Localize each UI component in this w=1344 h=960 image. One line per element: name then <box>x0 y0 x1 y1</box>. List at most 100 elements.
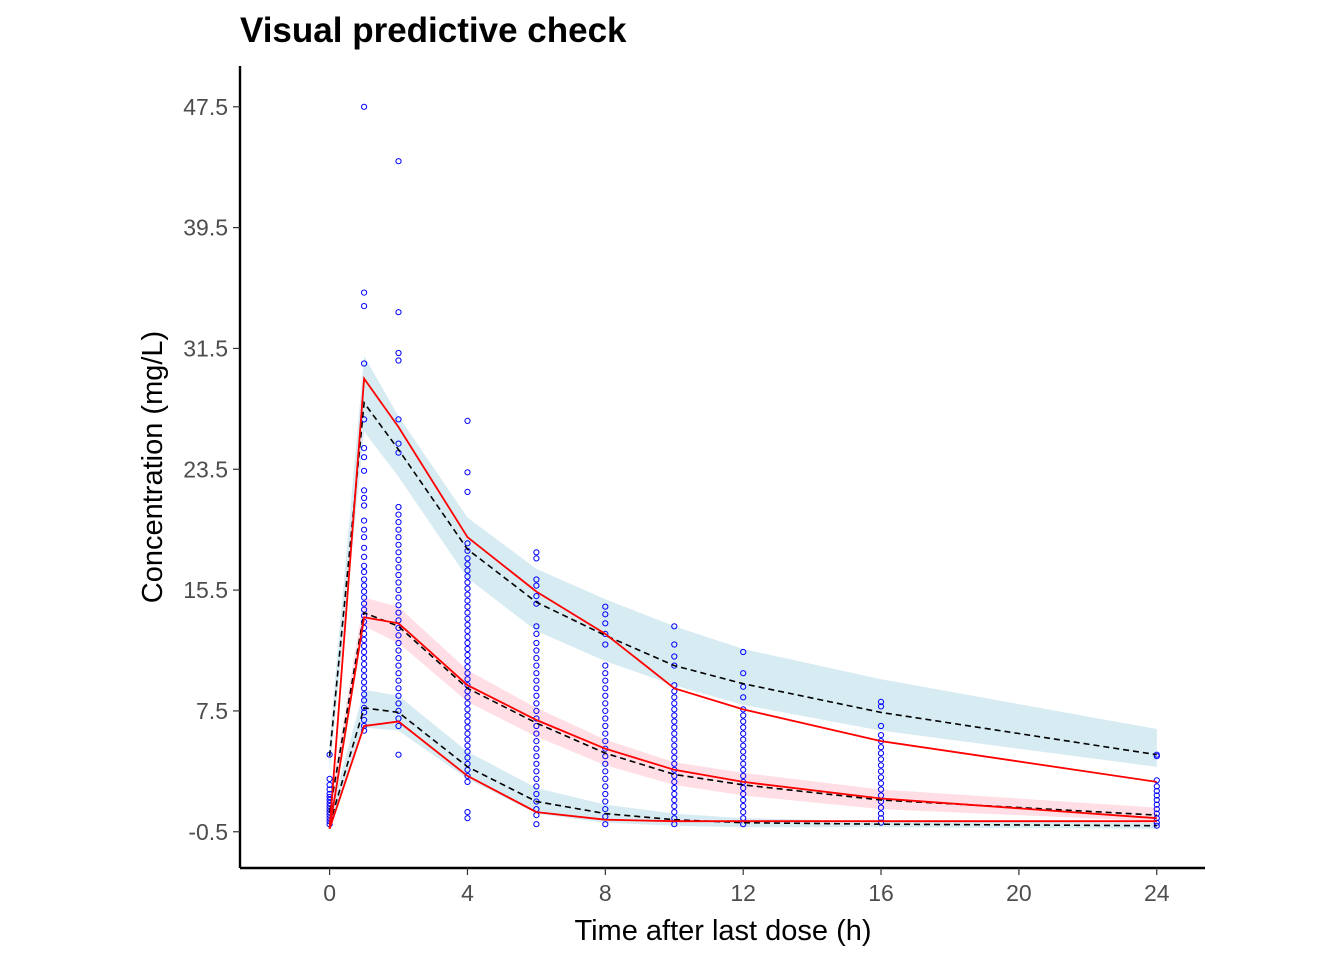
observed-point <box>395 677 402 684</box>
observed-point <box>361 487 368 494</box>
observed-point <box>740 670 747 677</box>
observed-point <box>740 742 747 749</box>
observed-point <box>464 621 471 628</box>
observed-point <box>602 715 609 722</box>
observed-point <box>361 576 368 583</box>
observed-point <box>671 730 678 737</box>
observed-point <box>395 655 402 662</box>
observed-point <box>464 561 471 568</box>
observed-point <box>533 730 540 737</box>
y-tick-label: 39.5 <box>183 215 228 241</box>
observed-point <box>395 700 402 707</box>
observed-point <box>395 309 402 316</box>
observed-point <box>602 603 609 610</box>
observed-point <box>361 685 368 692</box>
x-tick-label: 0 <box>323 880 336 906</box>
observed-point <box>671 653 678 660</box>
observed-point <box>671 623 678 630</box>
observed-point <box>395 526 402 533</box>
observed-point <box>533 753 540 760</box>
observed-point <box>877 768 885 775</box>
observed-point <box>395 158 402 165</box>
observed-point <box>740 766 747 773</box>
x-tick-label: 12 <box>730 880 756 906</box>
observed-point <box>395 602 402 609</box>
observed-point <box>361 642 368 650</box>
observed-point <box>361 600 368 607</box>
observed-point <box>533 775 540 783</box>
ci-band-3 <box>329 689 1157 831</box>
observed-point <box>395 594 402 601</box>
observed-point <box>740 730 747 737</box>
observed-point <box>602 730 609 737</box>
observed-point <box>602 722 609 730</box>
observed-point <box>602 775 609 783</box>
observed-point <box>464 469 471 476</box>
ci-band-2 <box>329 597 1157 822</box>
observed-point <box>464 700 471 707</box>
observed-point <box>740 718 747 725</box>
observed-point <box>533 738 540 745</box>
observed-point <box>602 783 609 790</box>
observed-point <box>395 534 402 541</box>
observed-point <box>602 692 609 699</box>
observed-point <box>395 556 402 564</box>
observed-point <box>395 722 402 730</box>
observed-point <box>602 707 609 715</box>
observed-point <box>533 593 540 600</box>
observed-point <box>533 582 540 589</box>
observed-point <box>740 712 747 719</box>
observed-point <box>464 742 471 749</box>
observed-point <box>1153 753 1160 760</box>
x-tick-label: 8 <box>599 880 612 906</box>
observed-point <box>1153 787 1160 795</box>
observed-point <box>464 639 471 647</box>
observed-point <box>671 694 678 701</box>
observed-point <box>361 467 368 474</box>
observed-point <box>877 698 885 706</box>
observed-point <box>877 780 885 787</box>
observed-point <box>361 582 368 589</box>
x-axis-label: Time after last dose (h) <box>574 915 871 947</box>
observed-point <box>361 562 368 570</box>
observed-point <box>464 748 471 755</box>
observed-point <box>361 648 368 656</box>
observed-point <box>740 772 747 780</box>
observed-point <box>395 751 402 758</box>
observed-point <box>671 736 678 743</box>
observed-point <box>602 760 609 767</box>
observed-point <box>464 645 471 653</box>
observed-point <box>602 798 609 805</box>
observed-point <box>877 819 885 826</box>
observed-point <box>533 783 540 790</box>
observed-point <box>602 806 609 813</box>
observed-point <box>464 609 471 616</box>
observed-point <box>671 706 678 713</box>
x-tick-label: 4 <box>461 880 474 906</box>
observed-point <box>464 603 471 610</box>
observed-point <box>464 417 471 424</box>
observed-point <box>740 748 747 755</box>
observed-point <box>361 494 368 502</box>
observed-point <box>602 685 609 692</box>
observed-point <box>877 744 885 751</box>
observed-point <box>361 636 368 644</box>
observed-point <box>395 587 402 594</box>
observed-point <box>361 517 368 524</box>
observed-point <box>361 594 368 601</box>
observed-point <box>877 810 885 817</box>
observed-point <box>533 760 540 767</box>
observed-point <box>671 809 678 816</box>
observed-point <box>361 303 368 310</box>
observed-point <box>533 707 540 715</box>
observed-point <box>395 349 402 357</box>
observed-point <box>395 519 402 526</box>
observed-point <box>671 748 678 755</box>
observed-point <box>464 724 471 731</box>
observed-point <box>464 664 471 671</box>
y-tick-label: 47.5 <box>183 94 228 120</box>
observed-point <box>671 718 678 725</box>
simulated-median-line-3 <box>328 707 1157 827</box>
y-axis-label: Concentration (mg/L) <box>137 331 169 603</box>
